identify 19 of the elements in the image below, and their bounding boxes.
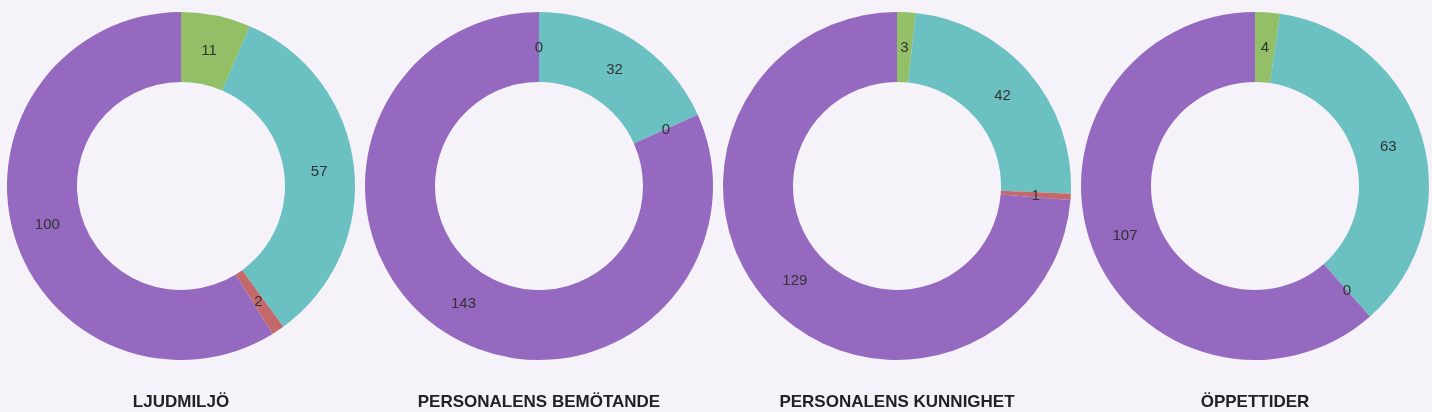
text: LJUDMILJÖ — [132, 392, 230, 411]
text: PERSONALENS KUNNIGHET — [779, 392, 1016, 411]
data-label: 100 — [34, 215, 60, 233]
data-label: 57 — [310, 161, 328, 179]
data-label: 63 — [1379, 137, 1397, 155]
data-label: 129 — [782, 271, 808, 289]
data-label: 4 — [1260, 38, 1270, 56]
text: 0 — [1342, 281, 1352, 299]
text: PERSONALENS BEMÖTANDE — [417, 392, 661, 411]
data-label: 11 — [201, 40, 217, 58]
text: 0 — [534, 38, 544, 55]
data-label: 3 — [900, 38, 909, 56]
data-label: 107 — [1112, 226, 1138, 244]
text: 0 — [661, 120, 670, 138]
data-label: 42 — [994, 86, 1011, 104]
data-label: 32 — [606, 60, 623, 78]
text: ÖPPETTIDER — [1200, 392, 1310, 411]
data-label: 2 — [254, 292, 263, 310]
data-label: 143 — [450, 293, 476, 311]
